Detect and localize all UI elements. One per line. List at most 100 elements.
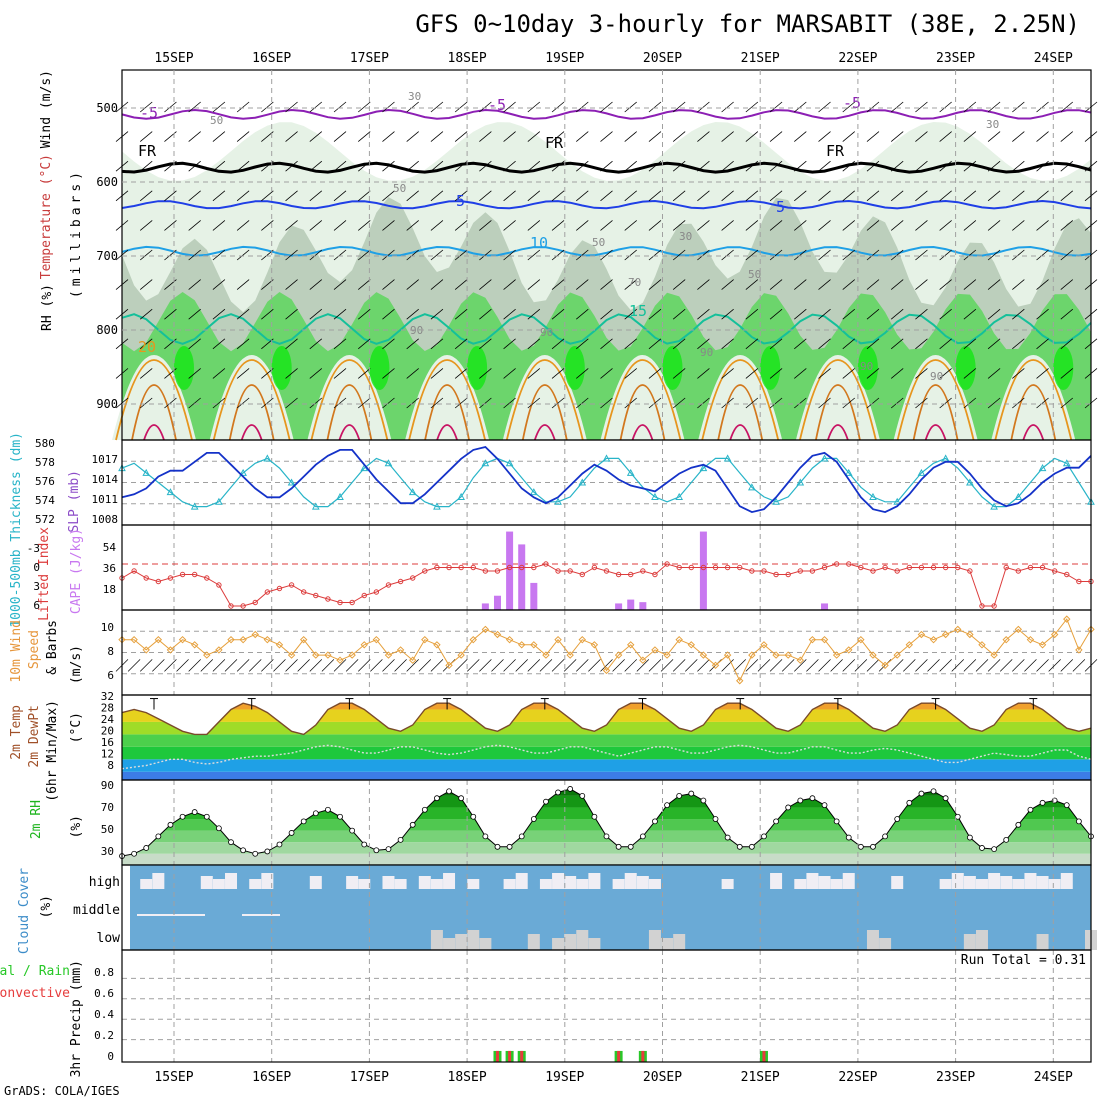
wind-barb: [164, 220, 177, 231]
wind-barb: [333, 308, 347, 320]
chart-title: GFS 0~10day 3-hourly for MARSABIT (38E, …: [415, 10, 1080, 38]
wind-barb-10m: [503, 659, 516, 672]
wind-barb: [624, 279, 637, 290]
profile-ytick: 800: [96, 323, 118, 337]
wind-speed-marker: [857, 635, 865, 644]
wind-barb: [139, 220, 153, 231]
cloud-high-bar: [394, 879, 407, 889]
wind-speed-marker: [566, 651, 574, 659]
wind-speed-marker: [978, 641, 986, 649]
wind-barb: [1060, 131, 1074, 142]
wind-speed-marker: [723, 651, 732, 659]
rh-2m-marker: [1027, 806, 1034, 813]
lifted-index-marker: [833, 561, 840, 567]
cloud-high-bar: [358, 879, 371, 889]
temp-band: [122, 759, 1091, 772]
slp-thickness-panel: 580 578 576 574 572 1017 1014 1011 1008: [35, 437, 1095, 526]
wind-barb-10m: [1060, 659, 1074, 672]
cloud-high-bar: [212, 879, 225, 889]
wind-barb: [648, 190, 662, 202]
wind-barb: [697, 131, 710, 142]
wind-barb: [697, 368, 710, 379]
wind-label-b: Speed: [27, 630, 42, 669]
wind-barb: [648, 397, 662, 409]
thickness-marker: [311, 502, 320, 510]
wind-barb: [866, 249, 880, 261]
wind-barb: [551, 220, 565, 231]
wind-barb: [745, 368, 759, 379]
lifted-index-marker: [761, 568, 767, 574]
dewpoint-2m-line: [121, 744, 1092, 770]
wind-barb-10m: [236, 659, 250, 672]
wind-barb: [212, 190, 226, 202]
cloud-low-bar: [1036, 934, 1049, 950]
cloud-low-bar: [443, 938, 456, 950]
rh-2m-marker: [300, 818, 307, 825]
temp-band: [122, 734, 1091, 747]
wind-barb: [576, 368, 589, 379]
wind-barb-10m: [333, 659, 347, 672]
temp-tick: 12: [101, 748, 114, 761]
wind-barb: [527, 101, 541, 113]
rh-2m-marker: [761, 833, 767, 840]
rh-2m-marker: [966, 834, 973, 841]
temp-band: [122, 703, 1091, 710]
wind-barb: [503, 397, 516, 409]
temperature-contour: [121, 161, 1092, 174]
cloud-high-bar: [624, 873, 637, 889]
slp-tick: 1011: [92, 493, 119, 506]
rh-bright-patch: [369, 346, 390, 390]
rh2m-panel: 90 70 50 30: [101, 779, 1094, 866]
wind-barb: [672, 279, 686, 290]
wind-tick: 6: [107, 669, 114, 682]
wind-barb: [164, 190, 177, 202]
wind-barb-10m: [188, 659, 201, 672]
wind-speed-marker: [1014, 625, 1023, 634]
wind-barb: [915, 160, 928, 172]
wind-barb: [188, 131, 201, 142]
temp-contour-25: [521, 384, 568, 441]
rh-2m-marker: [857, 843, 864, 850]
wind-barb: [551, 160, 565, 172]
lifted-index-marker: [640, 568, 646, 574]
wind-barb-10m: [418, 659, 432, 672]
date-label-bottom: 21SEP: [741, 1070, 780, 1085]
wind-barb: [212, 160, 226, 172]
wind-speed-marker: [917, 630, 926, 639]
wind-barb: [527, 190, 541, 202]
lifted-index-marker: [797, 568, 803, 574]
wind-barb-10m: [612, 659, 625, 672]
thickness-marker: [602, 454, 611, 462]
temp-contour-20: [799, 359, 877, 441]
wind-barb-10m: [1012, 659, 1025, 672]
wind-barb: [745, 190, 759, 202]
wind-barb: [212, 397, 226, 409]
wind-barb: [697, 249, 710, 261]
wind-barb: [139, 368, 153, 379]
precip-tick: 0.8: [94, 966, 114, 979]
rh-bright-patch: [857, 346, 878, 390]
precip-tick: 0.6: [94, 987, 114, 1000]
wind-barb-10m: [830, 659, 843, 672]
wind-barb-10m: [987, 659, 1001, 672]
precip-label-b: Convective: [0, 986, 70, 1001]
rh-2m-marker: [603, 833, 610, 840]
wind-speed-line: [122, 618, 1092, 682]
wind-barb: [672, 368, 686, 379]
profile-contour-label: FR: [826, 142, 845, 160]
profile-ytick: 600: [96, 175, 118, 189]
thickness-marker: [820, 454, 829, 462]
wind-speed-marker: [614, 651, 623, 659]
temp-contour-20: [212, 359, 291, 441]
profile-contour-label: 90: [540, 326, 553, 339]
wind-barb: [454, 308, 468, 320]
lifted-index-marker: [264, 589, 271, 595]
wind-speed-marker: [687, 641, 695, 649]
wind-barb: [721, 308, 734, 320]
wind-barb: [164, 397, 177, 409]
rh-2m-marker: [918, 790, 925, 797]
wind-barb: [139, 279, 153, 290]
wind-speed-marker: [627, 641, 635, 649]
lifted-tick: 3: [33, 580, 40, 593]
cloud-low-bar: [576, 930, 589, 950]
